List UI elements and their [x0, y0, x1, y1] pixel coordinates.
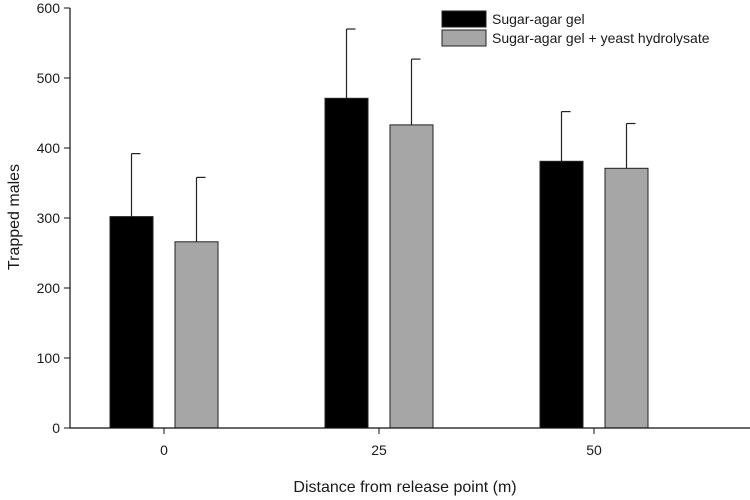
bars-layer — [109, 28, 649, 429]
legend-swatch-series-1 — [441, 10, 487, 28]
bar-1-50 — [539, 160, 584, 429]
x-axis-title: Distance from release point (m) — [293, 479, 516, 496]
y-axis-title: Trapped males — [6, 164, 23, 270]
bar-1-25 — [324, 97, 369, 429]
y-tick-label: 500 — [37, 70, 61, 86]
x-tick-label: 0 — [160, 442, 168, 458]
y-tick-label: 0 — [52, 420, 60, 436]
legend-swatch-series-2 — [441, 29, 487, 47]
y-tick-label: 100 — [37, 350, 61, 366]
x-tick-label: 25 — [371, 442, 387, 458]
bar-2-50 — [604, 167, 649, 429]
bar-2-25 — [389, 124, 434, 429]
y-tick-label: 400 — [37, 140, 61, 156]
y-tick-label: 200 — [37, 280, 61, 296]
bar-1-0 — [109, 216, 154, 429]
legend: Sugar-agar gel Sugar-agar gel + yeast hy… — [441, 10, 710, 47]
bar-2-0 — [174, 241, 219, 429]
legend-label-series-1: Sugar-agar gel — [492, 11, 585, 27]
legend-label-series-2: Sugar-agar gel + yeast hydrolysate — [492, 30, 710, 46]
y-tick-label: 600 — [37, 0, 61, 16]
x-tick-label: 50 — [586, 442, 602, 458]
axes-layer: 0 100 200 300 400 500 600 0 25 50 — [37, 0, 750, 458]
y-tick-label: 300 — [37, 210, 61, 226]
